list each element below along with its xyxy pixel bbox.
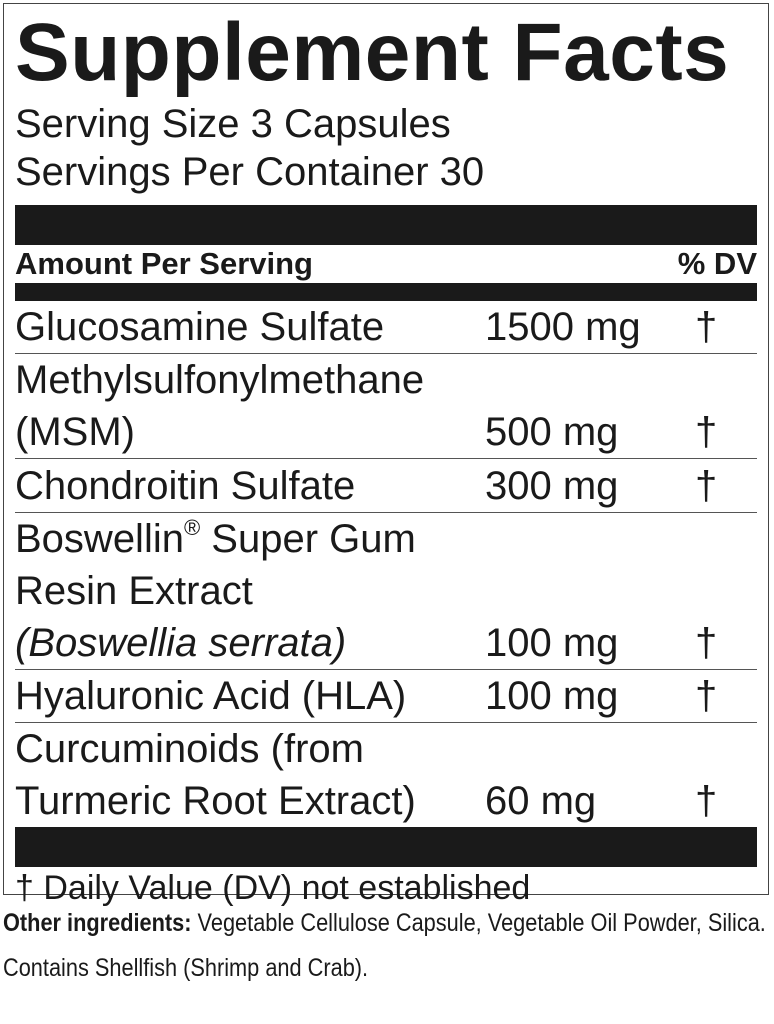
supplement-facts-panel: Supplement Facts Serving Size 3 Capsules… bbox=[3, 3, 769, 907]
ingredient-dv: † bbox=[695, 410, 718, 454]
ingredient-table: Glucosamine Sulfate 1500 mg † Methylsulf… bbox=[15, 301, 757, 827]
ingredient-dv: † bbox=[695, 305, 718, 349]
ingredient-amount: 100 mg bbox=[485, 621, 619, 665]
ingredient-name: Hyaluronic Acid (HLA) bbox=[15, 674, 407, 718]
ingredient-amount: 500 mg bbox=[485, 410, 619, 454]
divider-thick-bottom bbox=[15, 827, 757, 867]
ingredient-amount: 300 mg bbox=[485, 464, 619, 508]
header-dv: % DV bbox=[677, 246, 757, 281]
ingredient-row: Methylsulfonylmethane (MSM) 500 mg † bbox=[15, 354, 757, 459]
ingredient-dv: † bbox=[695, 464, 718, 508]
ingredient-name: Glucosamine Sulfate bbox=[15, 305, 385, 349]
ingredient-name: Methylsulfonylmethane bbox=[15, 358, 425, 402]
ingredient-dv: † bbox=[695, 621, 718, 665]
ingredient-row: Boswellin® Super Gum Resin Extract (Bosw… bbox=[15, 513, 757, 670]
other-ingredients-text: Vegetable Cellulose Capsule, Vegetable O… bbox=[191, 909, 766, 937]
ingredient-amount: 60 mg bbox=[485, 779, 597, 823]
ingredient-dv: † bbox=[695, 674, 718, 718]
servings-per-container: Servings Per Container 30 bbox=[15, 150, 485, 194]
other-ingredients-label: Other ingredients: bbox=[3, 909, 192, 937]
ingredient-row: Chondroitin Sulfate 300 mg † bbox=[15, 459, 757, 513]
ingredient-row: Glucosamine Sulfate 1500 mg † bbox=[15, 301, 757, 354]
ingredient-name: Curcuminoids (from bbox=[15, 727, 364, 771]
ingredient-name-cont: Resin Extract bbox=[15, 569, 253, 613]
ingredient-botanical-name: (Boswellia serrata) bbox=[15, 621, 347, 665]
ingredient-row: Hyaluronic Acid (HLA) 100 mg † bbox=[15, 670, 757, 723]
ingredient-name: Boswellin bbox=[15, 517, 184, 561]
other-ingredients: Other ingredients: Vegetable Cellulose C… bbox=[3, 905, 769, 941]
footnote: † Daily Value (DV) not established bbox=[15, 869, 531, 907]
ingredient-name-cont: Super Gum bbox=[200, 517, 416, 561]
panel-title: Supplement Facts bbox=[15, 7, 730, 98]
registered-mark: ® bbox=[183, 515, 201, 540]
divider-thin bbox=[15, 283, 757, 301]
allergen-statement: Contains Shellfish (Shrimp and Crab). bbox=[3, 954, 369, 982]
ingredient-amount: 100 mg bbox=[485, 674, 619, 718]
ingredient-name-cont: (MSM) bbox=[15, 410, 135, 454]
ingredient-name-cont: Turmeric Root Extract) bbox=[15, 779, 416, 823]
ingredient-amount: 1500 mg bbox=[485, 305, 641, 349]
ingredient-name: Chondroitin Sulfate bbox=[15, 464, 356, 508]
ingredient-dv: † bbox=[695, 779, 718, 823]
header-amount: Amount Per Serving bbox=[15, 246, 313, 281]
ingredients-info: Other ingredients: Vegetable Cellulose C… bbox=[3, 905, 769, 986]
divider-thick bbox=[15, 205, 757, 245]
ingredient-row: Curcuminoids (from Turmeric Root Extract… bbox=[15, 723, 757, 827]
serving-size: Serving Size 3 Capsules bbox=[15, 102, 451, 146]
table-header: Amount Per Serving % DV bbox=[15, 245, 757, 283]
